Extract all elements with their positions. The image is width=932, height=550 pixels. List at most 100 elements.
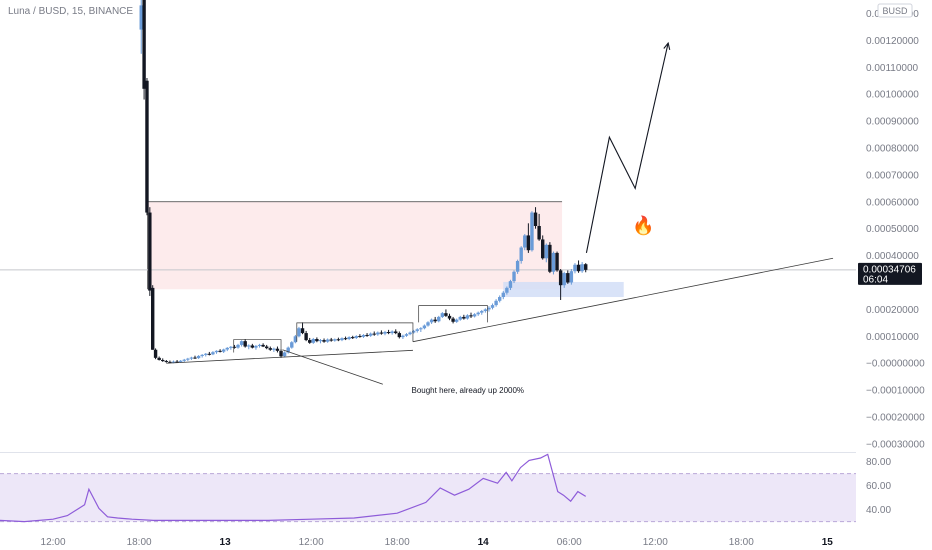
candle-body — [551, 252, 556, 272]
candle-body — [257, 344, 262, 346]
price-tick-label: 0.00050000 — [866, 224, 919, 235]
candle-body — [451, 318, 455, 322]
candle-body — [250, 345, 255, 348]
candle — [186, 357, 190, 362]
candle-body — [333, 339, 337, 341]
candle-body — [437, 316, 441, 322]
candle — [422, 324, 427, 330]
price-pane[interactable]: Bought here, already up 2000% 🔥 — [0, 0, 856, 395]
candle — [515, 259, 520, 274]
price-tick-label: 0.00060000 — [866, 197, 919, 208]
candle — [368, 332, 373, 337]
candle-body — [411, 330, 416, 333]
candle — [365, 333, 369, 337]
zones-layer — [147, 201, 624, 298]
trendline — [412, 257, 834, 343]
candle — [383, 330, 387, 336]
candle — [211, 351, 215, 356]
trendline — [166, 349, 413, 364]
candle — [566, 270, 570, 284]
candle — [282, 351, 287, 358]
price-tick-label: −0.00030000 — [866, 439, 925, 450]
candle — [290, 341, 294, 349]
candle-body — [207, 353, 212, 355]
candle-body — [218, 350, 222, 352]
candle-body — [404, 334, 409, 336]
candle-body — [541, 239, 545, 259]
candle — [354, 335, 359, 339]
price-tick-label: 0.00070000 — [866, 170, 919, 181]
candle-body — [523, 235, 527, 248]
rsi-tick-label: 40.00 — [866, 505, 891, 516]
candle — [361, 334, 366, 338]
candle-body — [368, 333, 373, 336]
rsi-tick-label: 60.00 — [866, 481, 891, 492]
candle — [401, 334, 405, 339]
candle-body — [494, 300, 498, 306]
candle-body — [293, 336, 298, 343]
candle — [182, 358, 186, 363]
candle — [347, 336, 351, 341]
candle-body — [444, 313, 448, 316]
candle — [297, 326, 301, 338]
candle-body — [325, 339, 330, 342]
currency-badge-frame — [877, 3, 913, 18]
candle — [340, 337, 344, 342]
candle — [272, 347, 276, 352]
candle-body — [290, 342, 294, 348]
candle-body — [318, 340, 323, 342]
candle — [433, 316, 437, 323]
candle-body — [487, 307, 491, 310]
candle — [333, 338, 337, 342]
candle-body — [196, 355, 201, 359]
candle — [404, 333, 409, 337]
rsi-line — [0, 453, 587, 523]
trendline — [282, 349, 383, 385]
candle — [558, 269, 563, 300]
candle — [243, 339, 247, 348]
candle-body — [297, 328, 301, 337]
candle — [426, 321, 430, 327]
candle-body — [515, 260, 520, 272]
candle — [232, 344, 237, 349]
candle-body — [268, 348, 272, 350]
candle — [372, 331, 376, 336]
projection-arrowhead — [663, 41, 671, 50]
candle — [236, 343, 240, 349]
candle-body — [537, 226, 541, 240]
candle-body — [225, 347, 229, 350]
candle — [351, 335, 355, 339]
candle — [207, 351, 212, 356]
candle-body — [322, 340, 326, 342]
candle — [293, 334, 298, 344]
price-tick-label: 0.00100000 — [866, 90, 919, 101]
candle — [394, 329, 398, 335]
candle-body — [178, 360, 183, 363]
candle-body — [465, 315, 470, 319]
candle-body — [186, 358, 190, 360]
candle — [490, 303, 495, 310]
candle-body — [148, 212, 152, 291]
candle — [541, 235, 545, 260]
candle-body — [530, 212, 534, 251]
rsi-pane[interactable] — [0, 452, 856, 523]
candle-body — [558, 270, 563, 286]
candle-body — [447, 315, 452, 319]
candle-body — [343, 338, 348, 340]
rsi-axis[interactable]: 80.00 60.00 40.00 — [866, 457, 891, 516]
price-tick-label: −0.00010000 — [866, 386, 925, 397]
candle — [523, 234, 527, 251]
time-axis[interactable]: 12:00 18:00 13 12:00 18:00 14 06:00 12:00 18:00 1… — [41, 537, 834, 548]
candle — [530, 211, 534, 252]
candle-body — [304, 333, 308, 341]
candle — [462, 314, 466, 320]
candle — [157, 356, 161, 361]
candle — [322, 338, 326, 343]
candle — [487, 306, 491, 312]
candle — [151, 285, 155, 350]
candle-body — [472, 314, 477, 317]
currency-badge[interactable]: BUSD — [877, 3, 913, 18]
candle-body — [286, 347, 290, 353]
candle-body — [458, 316, 462, 320]
